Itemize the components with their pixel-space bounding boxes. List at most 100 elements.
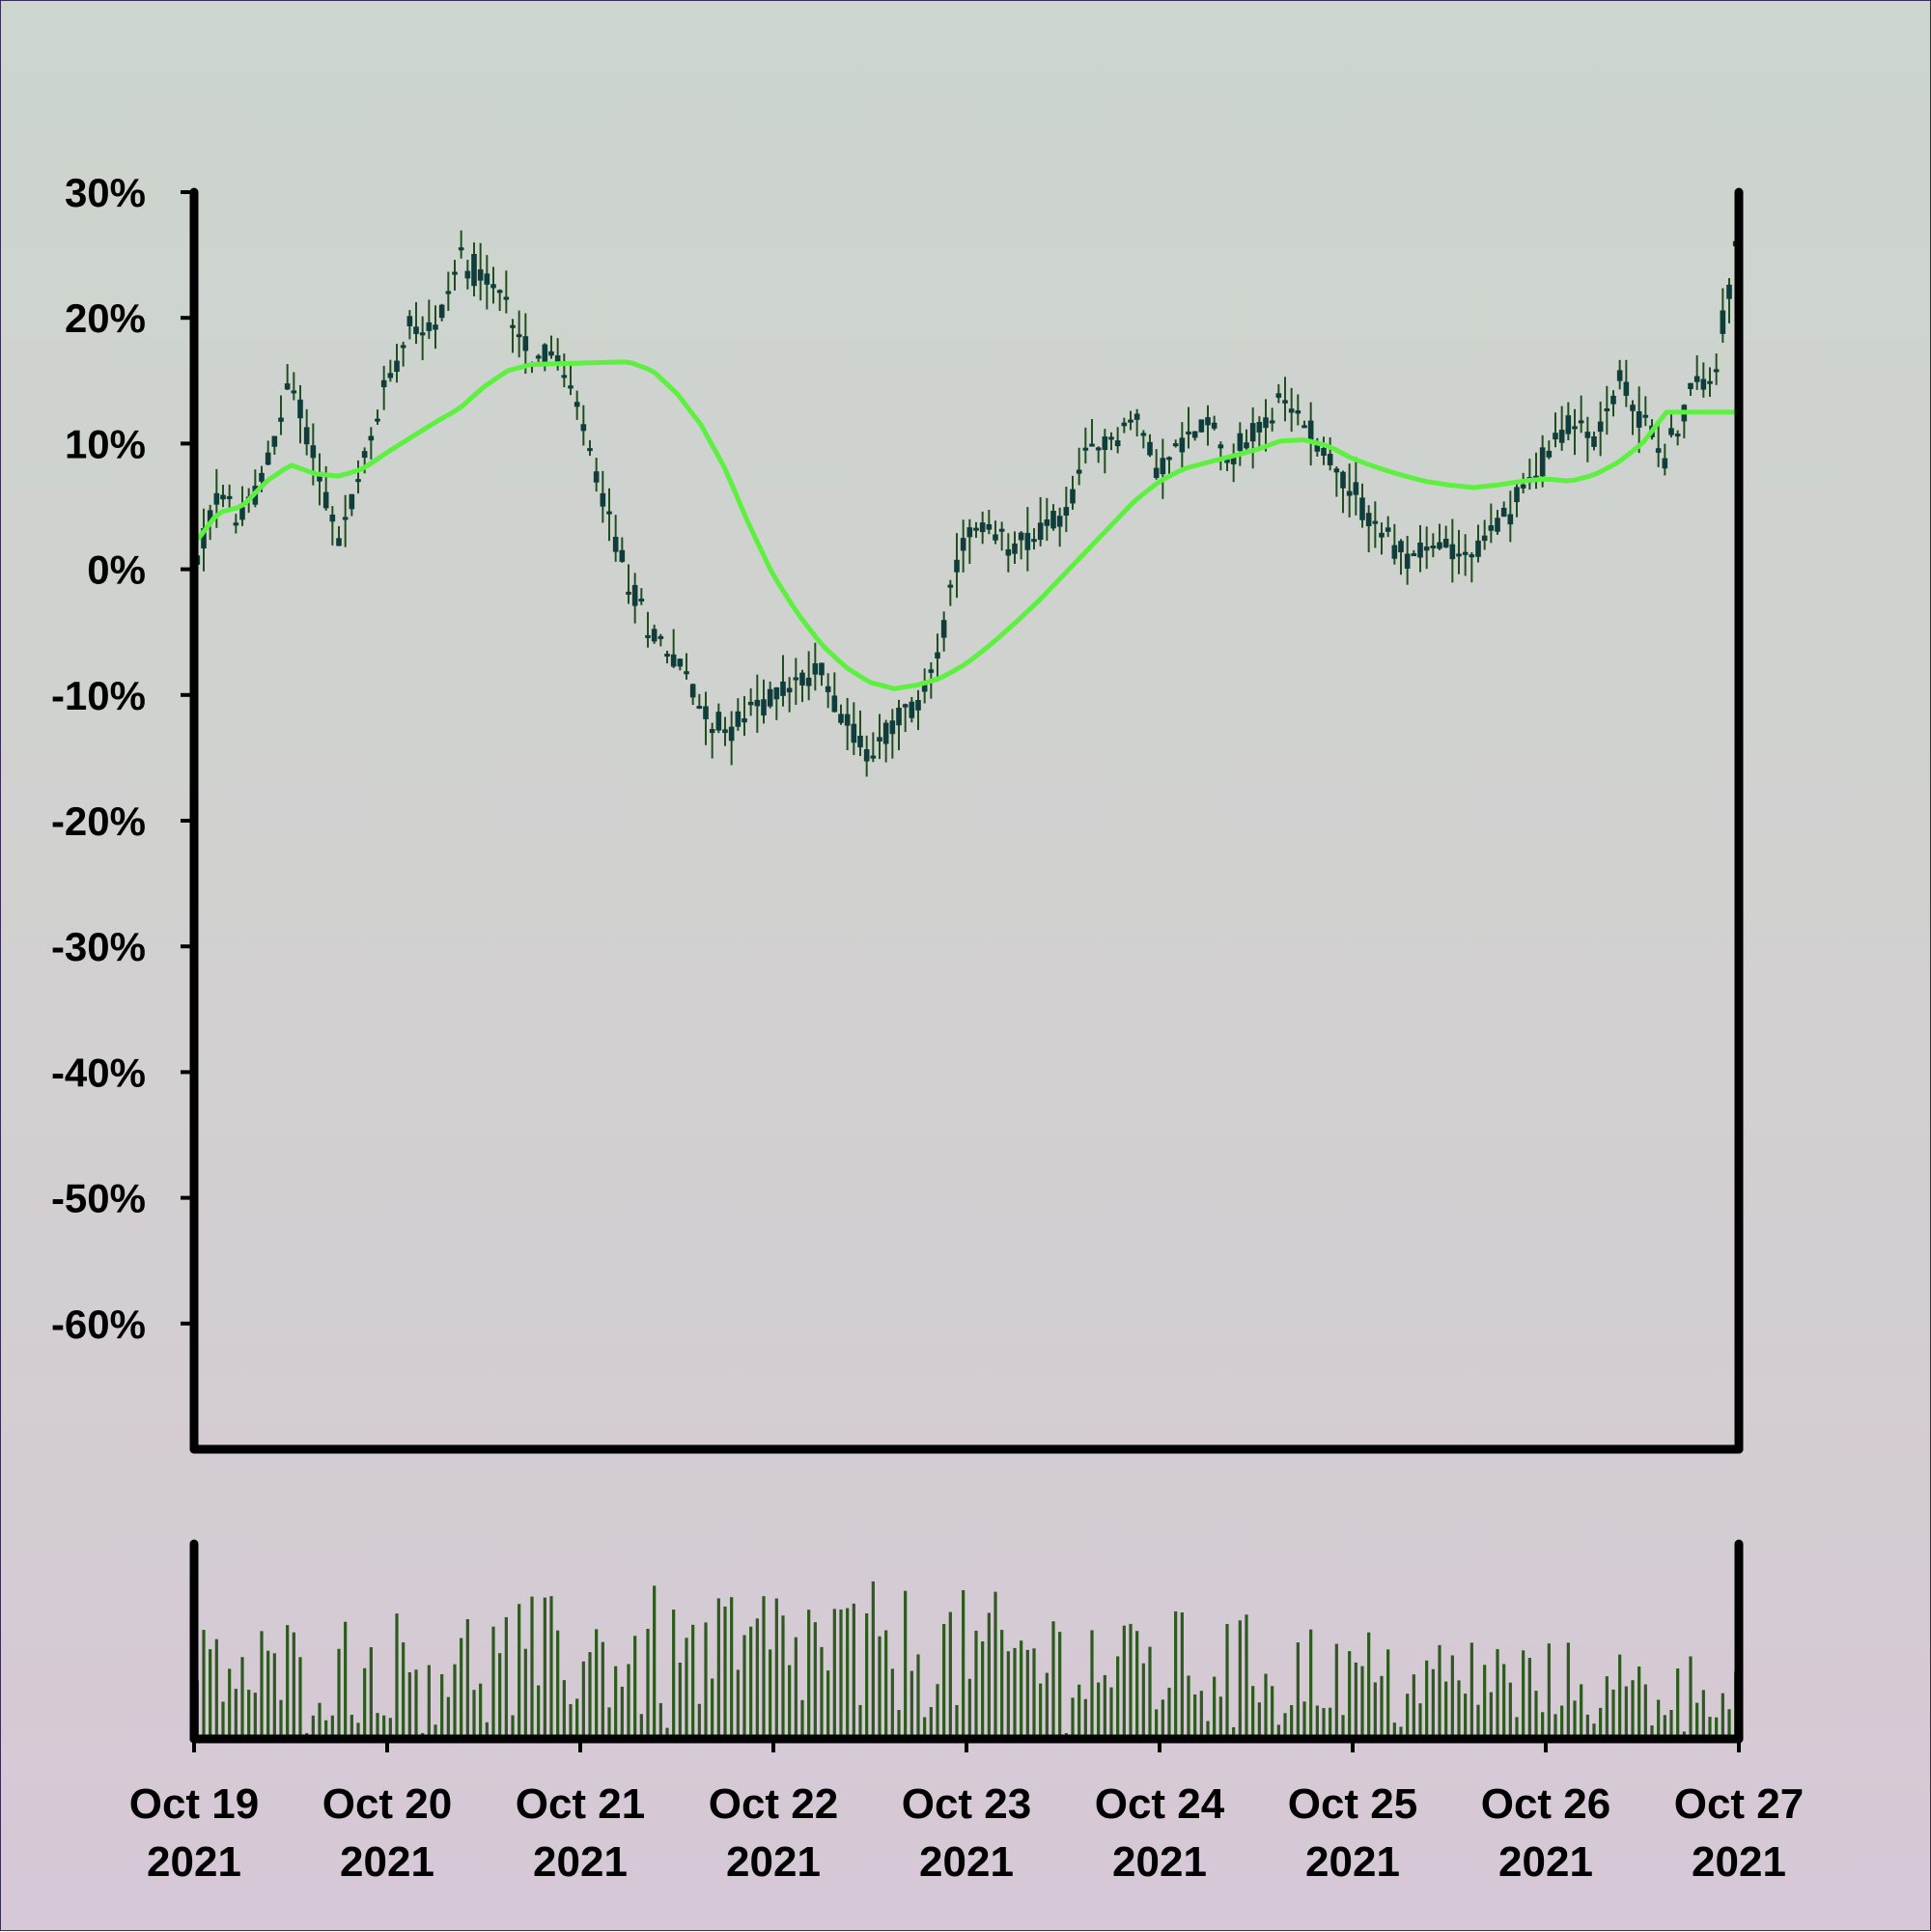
candle-body (1520, 484, 1526, 489)
candle-body (1500, 507, 1507, 518)
volume-bar (1457, 1680, 1461, 1739)
candle-body (1707, 380, 1713, 384)
volume-bar (1580, 1684, 1583, 1739)
candle-body (355, 479, 361, 483)
candle-body (1578, 420, 1584, 424)
x-tick-label: Oct 21 (516, 1780, 646, 1828)
volume-bar (1000, 1630, 1004, 1739)
volume-bar (832, 1609, 836, 1739)
candle-body (709, 729, 715, 734)
volume-bar (1631, 1680, 1635, 1739)
volume-bar (993, 1591, 997, 1739)
volume-bar (537, 1685, 541, 1739)
candle-body (303, 427, 310, 445)
candle-body (400, 345, 406, 349)
candle-body (445, 291, 452, 294)
candle-body (1655, 448, 1662, 453)
volume-bar (1020, 1640, 1023, 1739)
volume-bar (518, 1604, 521, 1739)
candle-body (1295, 410, 1301, 414)
candle-body (1108, 436, 1114, 440)
volume-bar (1290, 1705, 1294, 1739)
candle-body (1037, 522, 1044, 541)
candle-body (825, 686, 831, 692)
candle-body (979, 522, 986, 533)
candle-body (201, 527, 207, 549)
volume-bar (871, 1581, 875, 1739)
candle-body (1604, 407, 1610, 411)
volume-bar (1276, 1724, 1280, 1739)
volume-bar (1032, 1648, 1036, 1739)
volume-bar (318, 1702, 322, 1739)
x-tick-label: Oct 25 (1288, 1780, 1418, 1828)
candle-body (516, 334, 522, 338)
volume-bar (858, 1704, 862, 1739)
volume-bar (936, 1684, 939, 1739)
candlestick-series (194, 230, 1739, 777)
x-tick-label: Oct 23 (902, 1780, 1032, 1828)
volume-bar (1676, 1668, 1680, 1739)
candle-body (433, 324, 438, 330)
volume-bars (195, 1581, 1738, 1739)
candle-body (1514, 487, 1520, 503)
candle-body (284, 383, 291, 390)
volume-bar (1006, 1651, 1010, 1739)
candle-body (684, 671, 689, 675)
volume-bar (523, 1648, 527, 1739)
candle-body (902, 704, 909, 708)
volume-bar (581, 1661, 585, 1739)
volume-bar (1083, 1698, 1087, 1739)
volume-bar (1373, 1682, 1377, 1739)
volume-bar (1122, 1625, 1126, 1739)
volume-bar (1727, 1709, 1731, 1739)
volume-bar (897, 1710, 901, 1739)
volume-bar (440, 1674, 444, 1739)
volume-bar (498, 1653, 502, 1739)
candle-body (1539, 447, 1546, 477)
candle-body (626, 591, 631, 595)
candle-body (754, 699, 761, 707)
volume-bar (395, 1613, 399, 1739)
volume-bar (1354, 1662, 1357, 1739)
volume-bar (723, 1606, 727, 1739)
volume-bar (769, 1649, 772, 1739)
candle-body (1533, 475, 1539, 479)
x-tick-year-label: 2021 (533, 1838, 628, 1886)
volume-bar (549, 1596, 553, 1739)
volume-bar (923, 1717, 927, 1739)
candle-body (1333, 468, 1340, 473)
volume-bar (1341, 1715, 1345, 1739)
candle-body (568, 385, 574, 389)
volume-bar (1392, 1722, 1396, 1739)
volume-bar (479, 1683, 483, 1739)
x-tick-year-label: 2021 (919, 1838, 1014, 1886)
volume-bar (234, 1689, 238, 1739)
candle-body (580, 424, 587, 432)
volume-bar (627, 1664, 630, 1739)
candle-body (1365, 513, 1372, 527)
y-axis-ticks: 30% 20% 10% 0% -10% -20% -30% -40% -50% -60% (51, 170, 194, 1347)
candle-body (619, 549, 626, 562)
candle-body (265, 452, 271, 465)
candle-body (1507, 514, 1514, 525)
candle-body (1256, 422, 1263, 433)
candle-body (1179, 437, 1186, 453)
candle-body (1572, 426, 1578, 430)
candle-body (1404, 553, 1411, 570)
y-tick-label: 30% (65, 170, 146, 215)
y-tick-label: 20% (65, 295, 146, 341)
candle-body (638, 599, 645, 602)
candle-body (329, 514, 336, 522)
volume-bar (1489, 1692, 1493, 1739)
candle-body (1688, 382, 1693, 389)
volume-bar (1611, 1689, 1615, 1739)
volume-bar (1180, 1612, 1184, 1739)
volume-bar (1599, 1707, 1603, 1739)
volume-bar (974, 1630, 978, 1739)
volume-bar (460, 1638, 463, 1739)
candle-body (998, 528, 1005, 532)
candle-body (548, 350, 554, 356)
volume-bar (1605, 1676, 1609, 1739)
volume-bar (221, 1701, 225, 1739)
volume-bar (260, 1631, 264, 1739)
